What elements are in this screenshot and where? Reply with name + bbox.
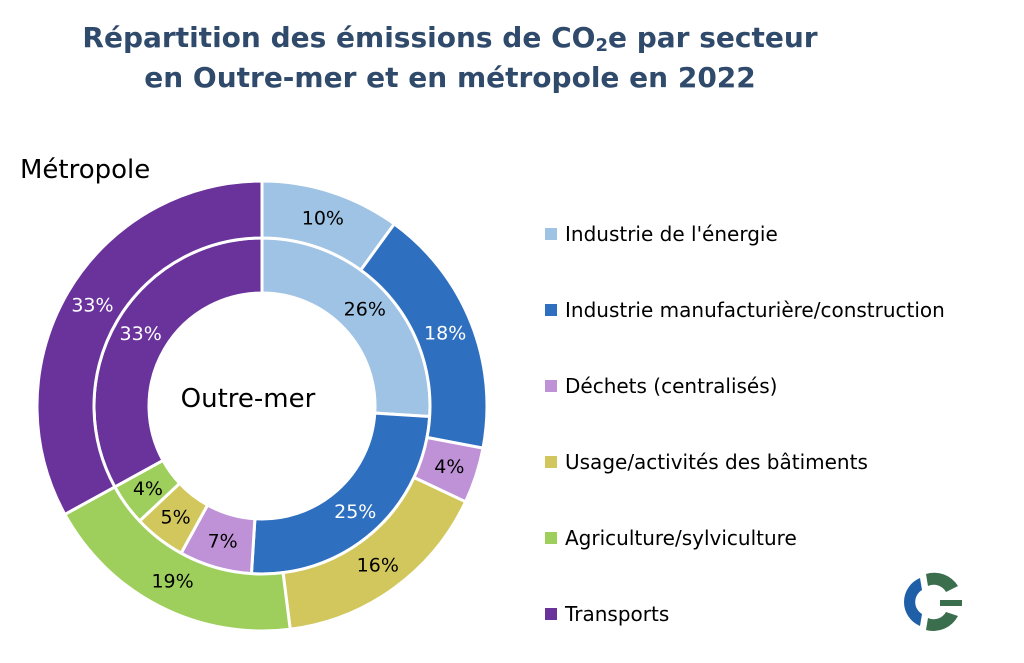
legend-label: Transports bbox=[565, 602, 670, 626]
data-label-outer-5: 33% bbox=[71, 295, 113, 317]
data-label-inner-0: 26% bbox=[344, 298, 386, 320]
legend-item: Agriculture/sylviculture bbox=[545, 500, 945, 576]
legend-label: Industrie manufacturière/construction bbox=[565, 298, 945, 322]
legend-swatch bbox=[545, 456, 557, 468]
slice-outer-5 bbox=[35, 179, 264, 517]
legend-item: Usage/activités des bâtiments bbox=[545, 424, 945, 500]
outer-ring-label: Métropole bbox=[20, 155, 150, 185]
data-label-inner-4: 4% bbox=[133, 478, 163, 500]
legend-item: Déchets (centralisés) bbox=[545, 348, 945, 424]
data-label-inner-3: 5% bbox=[161, 506, 191, 528]
title-line-2: en Outre-mer et en métropole en 2022 bbox=[144, 61, 756, 94]
legend-swatch bbox=[545, 380, 557, 392]
title-line-1: Répartition des émissions de CO2e par se… bbox=[0, 18, 900, 58]
data-label-outer-3: 16% bbox=[357, 554, 399, 576]
legend-swatch bbox=[545, 608, 557, 620]
legend-swatch bbox=[545, 228, 557, 240]
legend: Industrie de l'énergie Industrie manufact… bbox=[545, 196, 945, 652]
legend-item: Transports bbox=[545, 576, 945, 652]
title-suffix: e par secteur bbox=[607, 21, 818, 54]
chart-title: Répartition des émissions de CO2e par se… bbox=[0, 18, 900, 98]
title-subscript: 2 bbox=[595, 35, 608, 56]
legend-label: Déchets (centralisés) bbox=[565, 374, 778, 398]
data-label-outer-0: 10% bbox=[302, 208, 344, 230]
data-label-inner-5: 33% bbox=[120, 323, 162, 345]
legend-swatch bbox=[545, 532, 557, 544]
legend-item: Industrie de l'énergie bbox=[545, 196, 945, 272]
title-prefix: Répartition des émissions de CO bbox=[82, 21, 596, 54]
legend-label: Industrie de l'énergie bbox=[565, 222, 778, 246]
logo-icon bbox=[904, 572, 962, 631]
donut-chart: 26% 25% 7% 5% 4% 33% Outre-mer 10% 18% 4% 16% 19% 33… bbox=[20, 155, 489, 633]
legend-swatch bbox=[545, 304, 557, 316]
legend-label: Usage/activités des bâtiments bbox=[565, 450, 868, 474]
legend-item: Industrie manufacturière/construction bbox=[545, 272, 945, 348]
legend-label: Agriculture/sylviculture bbox=[565, 526, 797, 550]
inner-ring-label: Outre-mer bbox=[181, 384, 316, 414]
data-label-outer-2: 4% bbox=[434, 456, 464, 478]
data-label-outer-1: 18% bbox=[424, 322, 466, 344]
data-label-outer-4: 19% bbox=[151, 571, 193, 593]
data-label-inner-2: 7% bbox=[208, 530, 238, 552]
data-label-inner-1: 25% bbox=[334, 501, 376, 523]
